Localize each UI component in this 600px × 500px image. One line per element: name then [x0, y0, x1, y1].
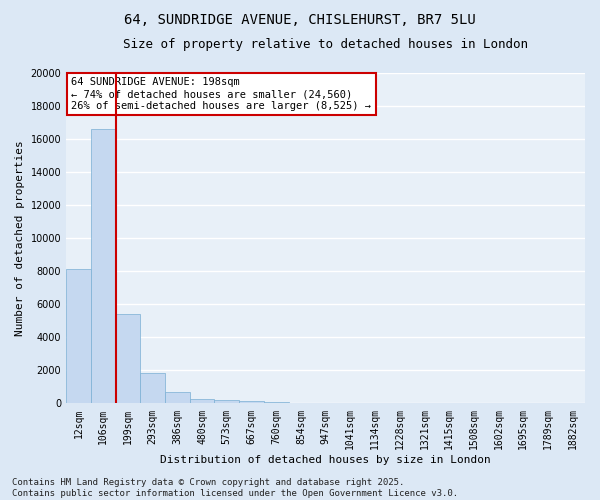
Bar [264, 402, 289, 404]
Y-axis label: Number of detached properties: Number of detached properties [15, 140, 25, 336]
Bar [214, 400, 239, 404]
Text: 64, SUNDRIDGE AVENUE, CHISLEHURST, BR7 5LU: 64, SUNDRIDGE AVENUE, CHISLEHURST, BR7 5… [124, 12, 476, 26]
Text: Contains HM Land Registry data © Crown copyright and database right 2025.
Contai: Contains HM Land Registry data © Crown c… [12, 478, 458, 498]
X-axis label: Distribution of detached houses by size in London: Distribution of detached houses by size … [160, 455, 491, 465]
Bar [165, 392, 190, 404]
Bar [239, 401, 264, 404]
Bar [91, 129, 116, 404]
Title: Size of property relative to detached houses in London: Size of property relative to detached ho… [123, 38, 528, 51]
Text: 64 SUNDRIDGE AVENUE: 198sqm
← 74% of detached houses are smaller (24,560)
26% of: 64 SUNDRIDGE AVENUE: 198sqm ← 74% of det… [71, 78, 371, 110]
Bar [66, 270, 91, 404]
Bar [116, 314, 140, 404]
Bar [140, 373, 165, 404]
Bar [190, 399, 214, 404]
